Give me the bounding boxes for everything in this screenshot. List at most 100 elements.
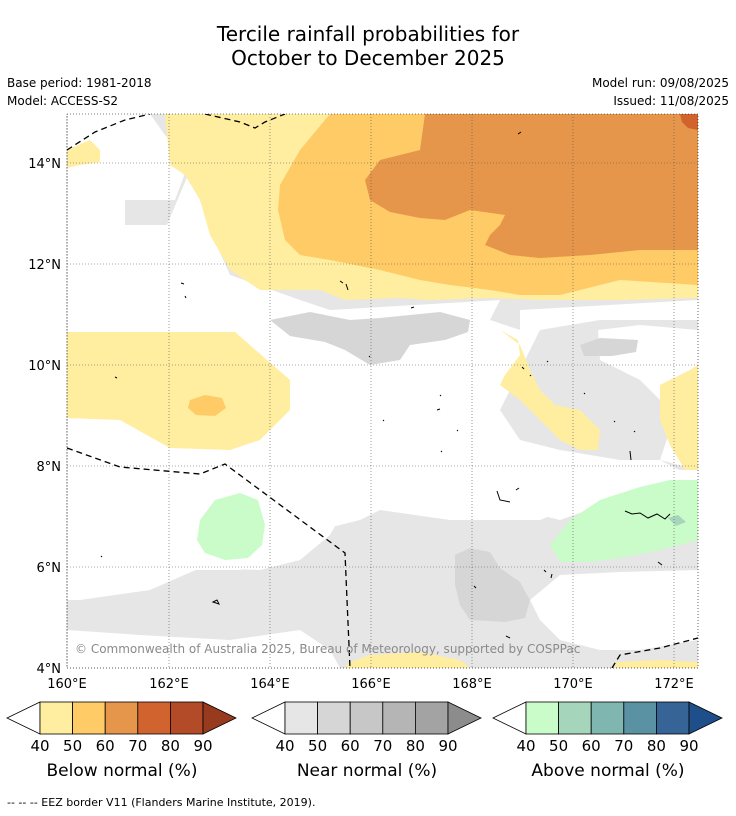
colorbar-swatch <box>104 701 139 735</box>
grid-lines <box>66 114 698 669</box>
colorbar-tick-label: 80 <box>161 737 180 755</box>
colorbar-low-extension <box>251 701 286 735</box>
model-name: Model: ACCESS-S2 <box>7 94 119 108</box>
eez-border-middle <box>67 447 351 668</box>
colorbar-tick-label: 70 <box>128 737 147 755</box>
below-normal-40-south-east <box>615 660 698 668</box>
island <box>382 394 459 453</box>
colorbar-tick-label: 90 <box>193 737 212 755</box>
colorbar-tick-label: 80 <box>647 737 666 755</box>
title-line-1: Tercile rainfall probabilities for <box>216 22 520 46</box>
below-normal-40-east-2 <box>660 365 698 470</box>
white-zone-east-south <box>530 570 698 650</box>
colorbar-below-normal: 40 50 60 70 80 90 <box>6 701 237 755</box>
colorbar-label-near: Near normal (%) <box>296 761 438 781</box>
above-normal-40-east <box>550 480 698 562</box>
below-normal-50-blob <box>188 395 226 416</box>
colorbar-swatch <box>414 701 449 735</box>
model-run: Model run: 09/08/2025 <box>591 76 729 90</box>
issued-date: Issued: 11/08/2025 <box>613 94 729 108</box>
lon-label: 166°E <box>351 677 391 692</box>
lon-label: 172°E <box>654 677 694 692</box>
island <box>517 131 522 135</box>
colorbar-swatch <box>169 701 204 735</box>
colorbar-tick-label: 40 <box>275 737 294 755</box>
colorbar-near-normal: 40 50 60 70 80 90 <box>251 701 482 755</box>
colorbar-low-extension <box>492 701 527 735</box>
lon-label: 160°E <box>47 677 87 692</box>
colorbar-swatch <box>558 701 592 735</box>
eez-footnote: -- -- -- EEZ border V11 (Flanders Marine… <box>7 796 316 809</box>
meta-left: Base period: 1981-2018 Model: ACCESS-S2 <box>7 74 152 110</box>
colorbar-swatch <box>39 701 73 735</box>
lat-label: 10°N <box>28 359 61 374</box>
colorbar-tick-label: 40 <box>30 737 49 755</box>
colorbar-tick-label: 50 <box>63 737 82 755</box>
below-normal-70-corner <box>680 114 698 130</box>
eez-border-north-2 <box>204 114 286 129</box>
colorbar-tick-label: 60 <box>96 737 115 755</box>
island <box>368 355 371 358</box>
colorbar-tick-label: 60 <box>341 737 360 755</box>
colorbar-tick-label: 90 <box>438 737 457 755</box>
lat-label: 12°N <box>28 258 61 273</box>
map-title: Tercile rainfall probabilities for Octob… <box>0 22 736 70</box>
colorbar-high-extension <box>447 701 482 735</box>
colorbar-tick-label: 70 <box>614 737 633 755</box>
island <box>114 376 118 379</box>
map-frame <box>66 113 699 669</box>
below-normal-40-corner <box>67 140 100 168</box>
colorbar-swatch <box>284 701 318 735</box>
island <box>410 306 415 309</box>
colorbar-swatch <box>137 701 171 735</box>
colorbar-tick-label: 50 <box>549 737 568 755</box>
copyright-text: © Commonwealth of Australia 2025, Bureau… <box>75 642 580 656</box>
near-normal-50-center <box>270 312 470 365</box>
lon-label: 168°E <box>452 677 492 692</box>
below-normal-60-region <box>365 114 698 258</box>
colorbar-tick-label: 50 <box>308 737 327 755</box>
island <box>496 487 520 503</box>
colorbar-swatch <box>656 701 690 735</box>
near-normal-50-east <box>580 338 638 356</box>
island <box>521 360 636 461</box>
colorbar-high-extension <box>688 701 723 735</box>
white-zone-south <box>67 630 340 668</box>
base-period: Base period: 1981-2018 <box>7 76 152 90</box>
colorbar-high-extension <box>202 701 237 735</box>
island <box>211 599 220 605</box>
colorbar-swatch <box>590 701 625 735</box>
colorbar-tick-label: 60 <box>582 737 601 755</box>
colorbar-swatch <box>525 701 559 735</box>
lat-axis-labels: 14°N 12°N 10°N 8°N 6°N 4°N <box>28 157 61 677</box>
lat-label: 14°N <box>28 157 61 172</box>
colorbar-swatch <box>317 701 351 735</box>
lon-axis-labels: 160°E 162°E 164°E 166°E 168°E 170°E 172°… <box>47 677 694 692</box>
below-normal-40-west <box>67 332 290 450</box>
island <box>180 282 187 299</box>
colorbar-swatch <box>349 701 384 735</box>
islands <box>100 131 671 639</box>
colorbar-swatch <box>623 701 657 735</box>
colorbar-label-above: Above normal (%) <box>531 761 685 781</box>
colorbar-above-normal: 40 50 60 70 80 90 <box>492 701 723 755</box>
colorbar-swatch <box>72 701 106 735</box>
colorbar-label-below: Below normal (%) <box>46 761 198 781</box>
eez-border-southeast <box>611 637 698 668</box>
colorbar-tick-label: 80 <box>406 737 425 755</box>
lat-label: 4°N <box>37 662 62 677</box>
island <box>100 555 663 639</box>
lat-label: 8°N <box>37 460 62 475</box>
colorbar-tick-label: 40 <box>516 737 535 755</box>
title-line-2: October to December 2025 <box>231 46 505 70</box>
lon-label: 162°E <box>149 677 189 692</box>
meta-right: Model run: 09/08/2025 Issued: 11/08/2025 <box>592 74 729 110</box>
above-normal-50-blob <box>668 515 686 526</box>
colorbar-tick-label: 70 <box>373 737 392 755</box>
colorbar-swatch <box>382 701 416 735</box>
near-normal-50-south <box>455 548 530 622</box>
colorbar-low-extension <box>6 701 41 735</box>
lon-label: 164°E <box>250 677 290 692</box>
island <box>624 510 671 520</box>
